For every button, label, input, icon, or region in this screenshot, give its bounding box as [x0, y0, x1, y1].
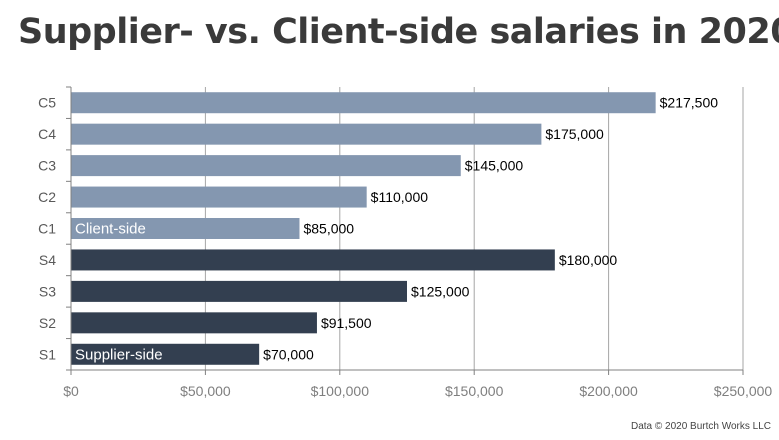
- category-label: C4: [38, 126, 56, 142]
- value-label: $110,000: [371, 189, 429, 205]
- bar-s1: [71, 343, 260, 365]
- bar-s2: [71, 312, 317, 334]
- bar-c2: [71, 186, 367, 208]
- value-label: $145,000: [465, 158, 524, 174]
- category-label: S2: [39, 315, 56, 331]
- x-tick-label: $100,000: [311, 383, 370, 399]
- bar-c4: [71, 123, 542, 145]
- value-label: $91,500: [321, 315, 372, 331]
- category-label: C5: [38, 95, 56, 111]
- bar-c3: [71, 155, 461, 177]
- bar-c1: [71, 218, 300, 239]
- bar-c5: [71, 92, 656, 114]
- x-tick-label: $200,000: [579, 383, 638, 399]
- group-label: Client-side: [75, 221, 146, 238]
- category-label: C1: [38, 221, 56, 237]
- bars: [71, 92, 656, 365]
- category-label: S1: [39, 346, 56, 362]
- value-label: $175,000: [545, 126, 604, 142]
- chart-title: Supplier- vs. Client-side salaries in 20…: [18, 12, 779, 52]
- value-label: $70,000: [263, 346, 314, 362]
- x-tick-label: $50,000: [180, 383, 231, 399]
- source-note: Data © 2020 Burtch Works LLC: [630, 421, 771, 432]
- x-tick-label: $0: [63, 383, 79, 399]
- x-tick-label: $150,000: [445, 383, 504, 399]
- value-label: $125,000: [411, 283, 470, 299]
- value-label: $217,500: [660, 95, 719, 111]
- value-label: $180,000: [559, 252, 618, 268]
- bar-s4: [71, 249, 555, 271]
- category-label: S4: [39, 252, 56, 268]
- category-label: S3: [39, 283, 56, 299]
- x-tick-label: $250,000: [714, 383, 773, 399]
- bar-s3: [71, 280, 407, 302]
- category-label: C3: [38, 158, 56, 174]
- axes: [66, 86, 744, 375]
- category-label: C2: [38, 189, 56, 205]
- labels: $0 $50,000 $100,000 $150,000 $200,000 $250,00…: [38, 95, 772, 399]
- group-label: Supplier-side: [75, 346, 163, 363]
- value-label: $85,000: [303, 221, 354, 237]
